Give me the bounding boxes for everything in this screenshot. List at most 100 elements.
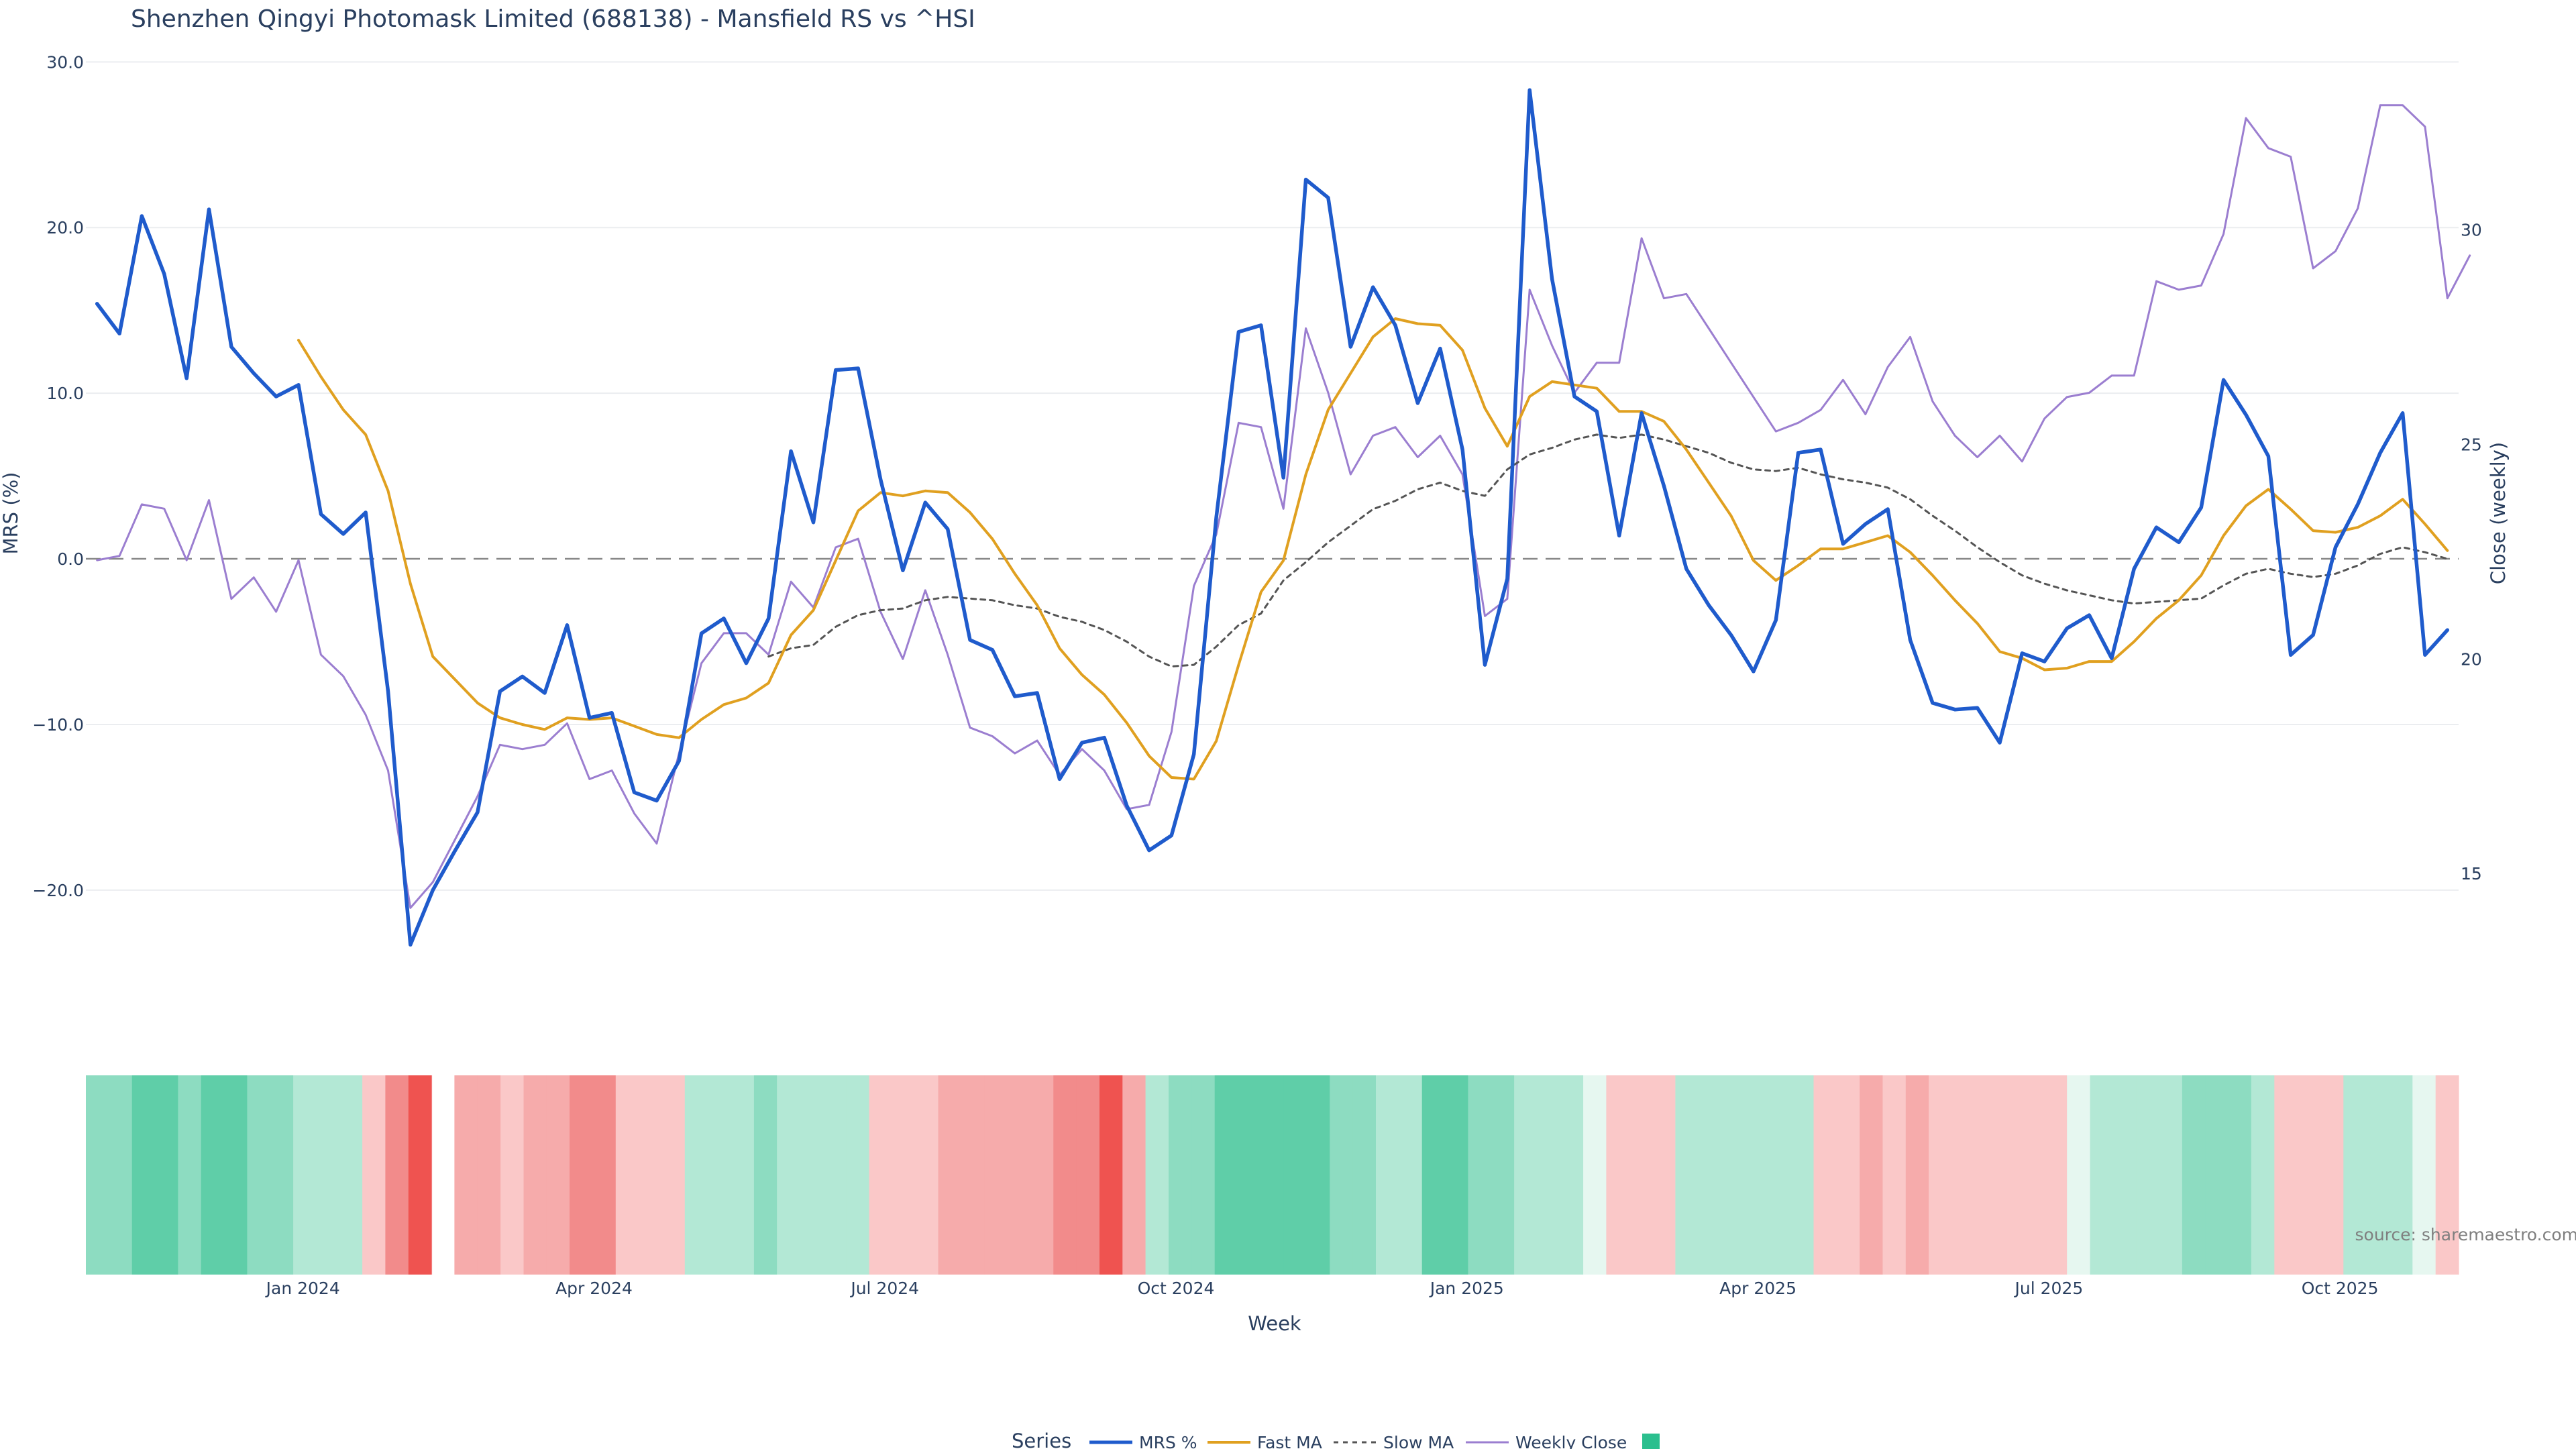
heatmap-cell [2251,1075,2275,1275]
heatmap-cell [178,1075,202,1275]
heatmap-cell [1122,1075,1146,1275]
heatmap-cell [892,1075,916,1275]
heatmap-cell [1514,1075,1538,1275]
legend: Series MRS % Fast MA Slow MA Weekly Close [1012,1430,1660,1449]
heatmap-cell [362,1075,386,1275]
heatmap-cell [1652,1075,1676,1275]
heatmap-cell [2021,1075,2045,1275]
y-tick-left: 10.0 [46,384,84,403]
series-weekly-close [96,104,2471,909]
heatmap-cell [570,1075,593,1275]
heatmap-cell [2090,1075,2114,1275]
heatmap-cell [2343,1075,2367,1275]
heatmap-cell [915,1075,939,1275]
heatmap-cell [201,1075,225,1275]
y-tick-right: 25 [2461,435,2482,454]
heatmap-cell [1537,1075,1561,1275]
heatmap-cell [1376,1075,1399,1275]
heatmap-cell [2297,1075,2321,1275]
heatmap-cell [2320,1075,2344,1275]
x-tick-label: Jul 2025 [2014,1279,2084,1298]
legend-item-slow-ma: Slow MA [1334,1433,1454,1449]
heatmap-cell [1929,1075,1953,1275]
x-tick-label: Oct 2024 [1138,1279,1215,1298]
heatmap-cell [1099,1075,1123,1275]
heatmap-cell [2067,1075,2091,1275]
heatmap-cell [2043,1075,2068,1275]
heatmap-cell [1007,1075,1031,1275]
heatmap-cell [1790,1075,1814,1275]
x-tick-label: Jan 2025 [1429,1279,1504,1298]
heatmap-cell [385,1075,409,1275]
slow-ma-line [767,433,2449,667]
heatmap-cell [1445,1075,1468,1275]
heatmap-cell [846,1075,870,1275]
heatmap-cell [1145,1075,1169,1275]
y-tick-right: 20 [2461,649,2482,669]
heatmap-cell [339,1075,363,1275]
heatmap-cell [2435,1075,2459,1275]
series-fast-ma [297,317,2449,781]
heatmap-cell [2274,1075,2298,1275]
legend-label: MRS % [1139,1433,1197,1449]
heatmap-cell [1491,1075,1515,1275]
heatmap-cell [1951,1075,1976,1275]
right-axis-ticks: 30 25 20 15 [2461,220,2482,883]
heatmap-cell [2228,1075,2252,1275]
heatmap-cell [454,1075,478,1275]
heatmap-cell [2366,1075,2390,1275]
heatmap-cell [1030,1075,1054,1275]
heatmap-cell [247,1075,271,1275]
legend-label: Weekly Close [1515,1433,1627,1449]
heatmap-cell [869,1075,893,1275]
heatmap-cell [86,1075,109,1275]
x-tick-label: Apr 2024 [555,1279,633,1298]
heatmap-cell [224,1075,248,1275]
heatmap-cell [270,1075,294,1275]
heatmap-cell [109,1075,133,1275]
y-tick-left: 0.0 [57,549,84,569]
heatmap-cell [1629,1075,1653,1275]
heatmap-cell [1283,1075,1307,1275]
heatmap-cell [1330,1075,1354,1275]
heatmap-cell [1998,1075,2022,1275]
fast-ma-line [297,317,2449,781]
heatmap-cell [731,1075,755,1275]
series-mrs [95,88,2450,947]
heatmap-cell [2205,1075,2229,1275]
x-tick-label: Oct 2025 [2302,1279,2379,1298]
heatmap-cell [1744,1075,1768,1275]
chart-title: Shenzhen Qingyi Photomask Limited (68813… [131,5,975,33]
heatmap-cell [1560,1075,1584,1275]
heatmap-cell [661,1075,686,1275]
heatmap-cell [500,1075,524,1275]
heatmap-cell [155,1075,178,1275]
heatmap-cell [1836,1075,1860,1275]
heatmap-cell [1214,1075,1238,1275]
heatmap-cell [477,1075,501,1275]
legend-title: Series [1012,1430,1071,1449]
heatmap-cell [800,1075,824,1275]
heatmap-strip [86,1075,2459,1275]
heatmap-cell [708,1075,732,1275]
heatmap-cell [1606,1075,1630,1275]
heatmap-cell [1675,1075,1699,1275]
heatmap-cell [1399,1075,1423,1275]
heatmap-cell [684,1075,708,1275]
legend-item-fast-ma: Fast MA [1208,1433,1322,1449]
heatmap-cell [2112,1075,2137,1275]
heatmap-cell [1698,1075,1722,1275]
y-tick-right: 30 [2461,220,2482,239]
heatmap-cell [1421,1075,1446,1275]
legend-label: Fast MA [1257,1433,1322,1449]
y-tick-left: −10.0 [32,715,84,735]
heatmap-cell [639,1075,663,1275]
x-tick-label: Apr 2025 [1719,1279,1796,1298]
y-axis-left-title: MRS (%) [0,472,22,555]
left-axis-ticks: 30.0 20.0 10.0 0.0 −10.0 −20.0 [32,52,84,900]
weekly-close-line [96,104,2471,909]
y-tick-left: −20.0 [32,881,84,900]
y-tick-left: 20.0 [46,218,84,237]
heatmap-cell [2159,1075,2183,1275]
